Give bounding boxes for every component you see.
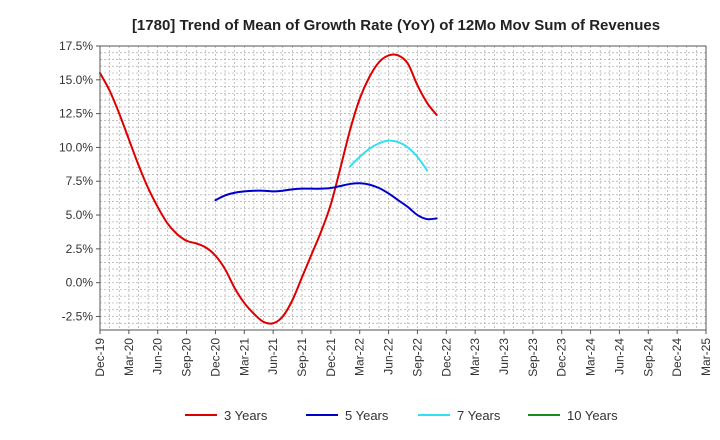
legend-label: 5 Years bbox=[345, 408, 389, 423]
x-tick-label: Mar-22 bbox=[353, 338, 367, 376]
x-tick-label: Dec-19 bbox=[93, 338, 107, 377]
x-tick-label: Sep-23 bbox=[526, 338, 540, 377]
x-tick-label: Mar-20 bbox=[122, 338, 136, 376]
x-tick-label: Jun-20 bbox=[151, 338, 165, 375]
grid bbox=[99, 45, 707, 331]
y-tick-label: 7.5% bbox=[66, 174, 94, 188]
y-tick-label: 17.5% bbox=[59, 39, 93, 53]
x-tick-label: Jun-22 bbox=[382, 338, 396, 375]
x-axis-ticks: Dec-19 Mar-20 Jun-20 Sep-20 Dec-20 Mar-21 Jun-… bbox=[93, 330, 713, 377]
legend-label: 7 Years bbox=[457, 408, 501, 423]
x-tick-label: Dec-21 bbox=[324, 338, 338, 377]
y-tick-label: 12.5% bbox=[59, 107, 93, 121]
y-axis-ticks: -2.5% 0.0% 2.5% 5.0% 7.5% 10.0% 12.5% 15.0% 17.5… bbox=[59, 39, 100, 323]
x-tick-label: Jun-24 bbox=[612, 338, 626, 375]
x-tick-label: Sep-21 bbox=[295, 338, 309, 377]
x-tick-label: Sep-22 bbox=[410, 338, 424, 377]
series-line-5-years bbox=[214, 182, 438, 221]
x-tick-label: Mar-25 bbox=[699, 338, 713, 376]
series-line-3-years bbox=[99, 53, 438, 325]
series-layer bbox=[99, 53, 438, 325]
x-tick-label: Dec-24 bbox=[670, 338, 684, 377]
y-tick-label: 10.0% bbox=[59, 140, 93, 154]
y-tick-label: 15.0% bbox=[59, 73, 93, 87]
x-tick-label: Dec-20 bbox=[208, 338, 222, 377]
chart-title: [1780] Trend of Mean of Growth Rate (YoY… bbox=[132, 17, 660, 34]
plot-frame bbox=[99, 45, 707, 331]
y-tick-label: 2.5% bbox=[66, 242, 94, 256]
y-tick-label: 5.0% bbox=[66, 208, 94, 222]
x-tick-label: Jun-21 bbox=[266, 338, 280, 375]
x-tick-label: Jun-23 bbox=[497, 338, 511, 375]
legend-label: 10 Years bbox=[567, 408, 618, 423]
series-line-7-years bbox=[349, 139, 429, 172]
x-tick-label: Mar-23 bbox=[468, 338, 482, 376]
y-tick-label: -2.5% bbox=[62, 309, 94, 323]
x-tick-label: Mar-24 bbox=[584, 338, 598, 376]
legend: 3 Years 5 Years 7 Years 10 Years bbox=[185, 408, 618, 423]
legend-label: 3 Years bbox=[224, 408, 268, 423]
x-tick-label: Dec-22 bbox=[439, 338, 453, 377]
x-tick-label: Mar-21 bbox=[237, 338, 251, 376]
x-tick-label: Sep-20 bbox=[180, 338, 194, 377]
x-tick-label: Sep-24 bbox=[641, 338, 655, 377]
y-tick-label: 0.0% bbox=[66, 276, 94, 290]
x-tick-label: Dec-23 bbox=[555, 338, 569, 377]
